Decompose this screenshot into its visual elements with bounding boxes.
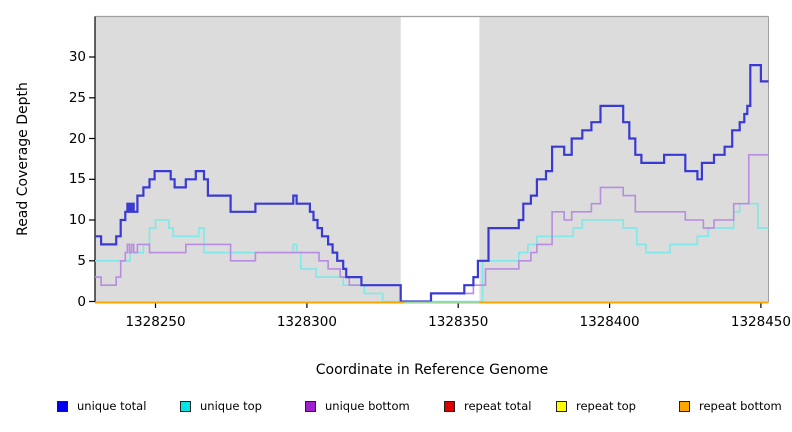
- x-axis-title: Coordinate in Reference Genome: [315, 362, 549, 378]
- y-tick-label: 20: [68, 130, 86, 147]
- legend-label: unique bottom: [325, 399, 410, 413]
- legend-item-unique-top: unique top: [180, 398, 262, 414]
- y-tick-label: 5: [77, 252, 86, 269]
- legend-item-repeat-bottom: repeat bottom: [679, 398, 782, 414]
- legend-label: repeat bottom: [699, 399, 782, 413]
- repeat-total-swatch-icon: [444, 400, 455, 412]
- x-tick-label: 1328350: [428, 314, 489, 330]
- repeat-top-swatch-icon: [556, 400, 567, 412]
- y-tick-label: 25: [68, 89, 86, 106]
- legend-item-repeat-total: repeat total: [444, 398, 531, 414]
- legend-label: unique top: [200, 399, 262, 413]
- x-tick-label: 1328250: [125, 314, 186, 330]
- unique-top-swatch-icon: [180, 400, 191, 412]
- legend-label: unique total: [77, 399, 147, 413]
- y-axis-title: Read Coverage Depth: [15, 82, 31, 236]
- legend-item-unique-bottom: unique bottom: [305, 398, 410, 414]
- y-tick-label: 30: [68, 49, 86, 65]
- series-unique-total: [95, 63, 769, 303]
- x-tick-label: 1328300: [276, 314, 337, 330]
- legend-label: repeat top: [576, 399, 636, 413]
- masked-region: [400, 16, 480, 302]
- legend-label: repeat total: [464, 399, 532, 413]
- y-tick-label: 15: [68, 171, 86, 188]
- legend: unique total unique top unique bottom re…: [0, 398, 792, 418]
- unique-total-swatch-icon: [57, 400, 68, 412]
- y-tick-label: 0: [77, 293, 86, 310]
- x-tick-label: 1328400: [579, 314, 640, 330]
- legend-item-repeat-top: repeat top: [556, 398, 636, 414]
- unique-bottom-swatch-icon: [305, 400, 316, 412]
- x-tick-label: 1328450: [730, 314, 791, 330]
- y-tick-label: 10: [68, 212, 86, 228]
- repeat-bottom-swatch-icon: [679, 400, 690, 412]
- legend-item-unique-total: unique total: [57, 398, 146, 414]
